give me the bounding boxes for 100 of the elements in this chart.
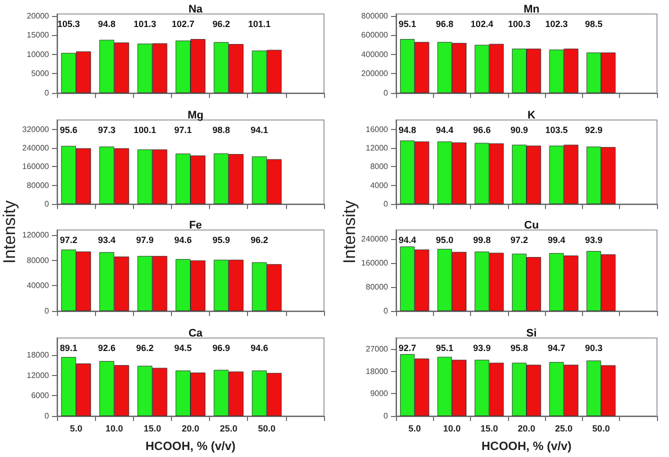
y-tick-label: 5000: [31, 69, 50, 78]
y-tick-label: 10000: [26, 50, 50, 59]
y-tick-label: 0: [44, 200, 50, 208]
chart-title: Mn: [524, 4, 540, 16]
annotation: 89.1: [60, 343, 78, 353]
annotation: 96.2: [250, 235, 268, 245]
x-tick-label: 10.0: [105, 424, 123, 434]
x-tick-label: 25.0: [220, 424, 238, 434]
annotation: 102.3: [545, 19, 568, 29]
annotation: 95.1: [398, 19, 416, 29]
annotation: 94.7: [548, 343, 566, 353]
annotation: 98.8: [212, 125, 230, 135]
y-tick-label: 600000: [361, 30, 389, 40]
y-tick-label: 240000: [361, 234, 389, 244]
annotation: 93.9: [473, 343, 491, 353]
y-tick-label: 18000: [26, 350, 50, 360]
annotation: 92.7: [398, 343, 416, 353]
x-tick-label: 20.0: [182, 424, 200, 434]
y-tick-label: 0: [44, 88, 50, 98]
y-tick-label: 160000: [22, 162, 50, 172]
x-tick-label: 10.0: [443, 424, 461, 434]
x-tick-label: 15.0: [144, 424, 162, 434]
annotation: 94.4: [398, 235, 416, 245]
annotation: 100.1: [134, 125, 156, 135]
annotation: 102.4: [470, 19, 494, 29]
annotation: 94.4: [436, 125, 454, 135]
annotation: 96.8: [436, 19, 454, 29]
y-tick-label: 80000: [26, 180, 50, 190]
y-tick-label: 4000: [370, 180, 389, 190]
x-tick-label: 20.0: [518, 424, 536, 434]
y-tick-label: 320000: [22, 124, 50, 134]
annotation: 96.2: [136, 343, 154, 353]
x-tick-label: 50.0: [592, 424, 610, 434]
y-tick-label: 27000: [366, 344, 389, 354]
annotation: 93.9: [585, 235, 603, 245]
y-tick-label: 16000: [366, 124, 389, 134]
y-tick-label: 6000: [31, 391, 50, 400]
annotation: 95.1: [436, 343, 454, 353]
annotation: 95.6: [60, 125, 78, 135]
chart-title: K: [528, 110, 536, 122]
annotation: 95.8: [510, 343, 528, 353]
y-tick-label: 9000: [370, 389, 389, 398]
annotation: 97.3: [98, 125, 116, 135]
y-tick-label: 400000: [361, 50, 389, 59]
y-tick-label: 0: [44, 306, 50, 316]
y-tick-label: 0: [384, 412, 389, 420]
y-tick-label: 20000: [26, 11, 50, 20]
annotation: 97.1: [174, 125, 192, 135]
x-tick-label: 25.0: [555, 424, 573, 434]
annotation: 95.0: [436, 235, 454, 245]
x-axis-title: HCOOH, % (v/v): [145, 439, 236, 453]
annotation: 94.8: [398, 125, 416, 135]
annotation: 94.1: [250, 125, 268, 135]
chart-title: Ca: [188, 328, 204, 340]
y-tick-label: 120000: [22, 230, 50, 240]
annotation: 93.4: [98, 235, 116, 245]
annotation: 94.6: [174, 235, 192, 245]
x-tick-label: 50.0: [258, 424, 276, 434]
annotation: 94.8: [98, 19, 116, 29]
chart-title: Cu: [524, 220, 539, 232]
annotation: 101.1: [248, 19, 271, 29]
annotation: 100.3: [508, 19, 530, 29]
y-tick-label: 800000: [361, 11, 389, 20]
x-tick-label: 5.0: [70, 424, 82, 434]
y-tick-label: 15000: [26, 30, 50, 40]
y-tick-label: 18000: [366, 366, 389, 376]
x-tick-label: 15.0: [480, 424, 498, 434]
annotation: 101.3: [134, 19, 156, 29]
annotation: 96.6: [473, 125, 491, 135]
y-tick-label: 200000: [361, 69, 389, 78]
annotation: 92.6: [98, 343, 116, 353]
y-tick-label: 0: [44, 412, 50, 420]
y-tick-label: 0: [384, 200, 389, 208]
y-tick-label: 0: [384, 88, 389, 98]
y-tick-label: 160000: [361, 258, 389, 268]
annotation: 97.9: [136, 235, 154, 245]
y-tick-label: 12000: [366, 144, 389, 152]
y-tick-label: 0: [384, 306, 389, 316]
y-tick-label: 8000: [370, 162, 389, 172]
annotation: 103.5: [545, 125, 568, 135]
annotation: 94.5: [174, 343, 192, 353]
y-axis-title: Intensity: [340, 199, 360, 266]
y-tick-label: 80000: [366, 282, 389, 292]
annotation: 98.5: [585, 19, 603, 29]
annotation: 95.9: [212, 235, 230, 245]
annotation: 96.9: [212, 343, 230, 353]
chart-title: Si: [526, 328, 537, 340]
annotation: 90.9: [510, 125, 528, 135]
y-tick-label: 80000: [26, 256, 50, 265]
y-tick-label: 40000: [26, 281, 50, 290]
annotation: 97.2: [510, 235, 528, 245]
annotation: 105.3: [57, 19, 80, 29]
chart-title: Fe: [189, 220, 202, 232]
annotation: 99.8: [473, 235, 491, 245]
annotation: 92.9: [585, 125, 603, 135]
y-axis-title: Intensity: [0, 199, 20, 266]
y-tick-label: 240000: [22, 144, 50, 152]
annotation: 97.2: [60, 235, 78, 245]
annotation: 90.3: [585, 343, 603, 353]
chart-title: Mg: [188, 110, 204, 122]
